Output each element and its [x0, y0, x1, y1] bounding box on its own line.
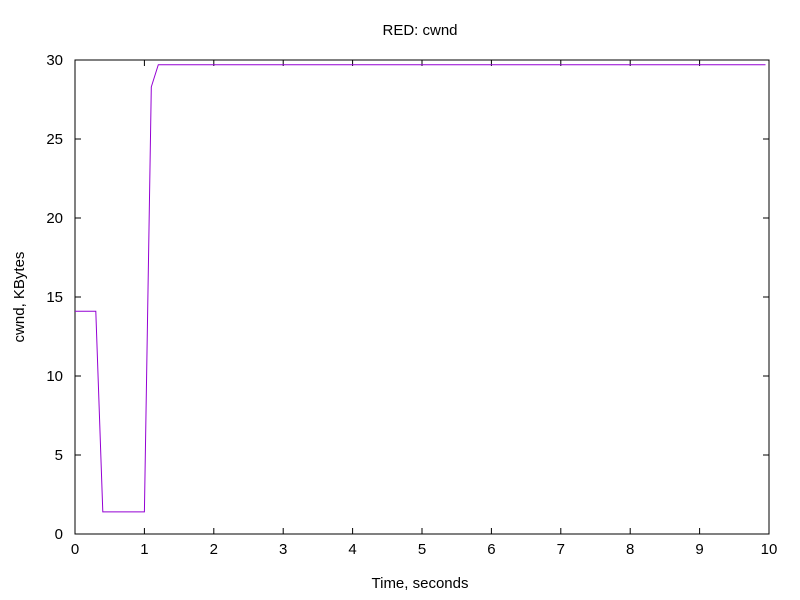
series-group	[75, 64, 766, 513]
y-axis: 0 5 10 15 20 25 30	[46, 52, 769, 543]
x-tick-label: 4	[348, 541, 356, 558]
x-tick-label: 10	[761, 541, 778, 558]
x-tick-label: 2	[210, 541, 218, 558]
x-axis: 0 1 2 3 4 5 6 7 8 9 10	[71, 60, 778, 558]
data-point	[151, 86, 152, 87]
series-line	[75, 64, 766, 513]
data-point	[95, 311, 96, 312]
data-point	[765, 64, 766, 65]
y-tick-label: 0	[55, 526, 63, 543]
y-tick-label: 30	[46, 52, 63, 69]
x-tick-label: 5	[418, 541, 426, 558]
plot-frame	[74, 59, 770, 535]
data-point	[75, 311, 76, 312]
y-tick-label: 5	[55, 447, 63, 464]
x-axis-label: Time, seconds	[372, 575, 469, 592]
y-tick-label: 10	[46, 368, 63, 385]
data-point	[102, 511, 103, 512]
x-tick-label: 0	[71, 541, 79, 558]
x-tick-label: 1	[140, 541, 148, 558]
chart-title: RED: cwnd	[382, 22, 457, 39]
x-tick-label: 7	[557, 541, 565, 558]
y-axis-label: cwnd, KBytes	[11, 252, 28, 343]
data-point	[144, 511, 145, 512]
x-tick-label: 6	[487, 541, 495, 558]
x-tick-label: 3	[279, 541, 287, 558]
x-tick-label: 8	[626, 541, 634, 558]
y-tick-label: 15	[46, 289, 63, 306]
data-point	[158, 64, 159, 65]
y-tick-label: 25	[46, 131, 63, 148]
x-tick-label: 9	[695, 541, 703, 558]
y-tick-label: 20	[46, 210, 63, 227]
